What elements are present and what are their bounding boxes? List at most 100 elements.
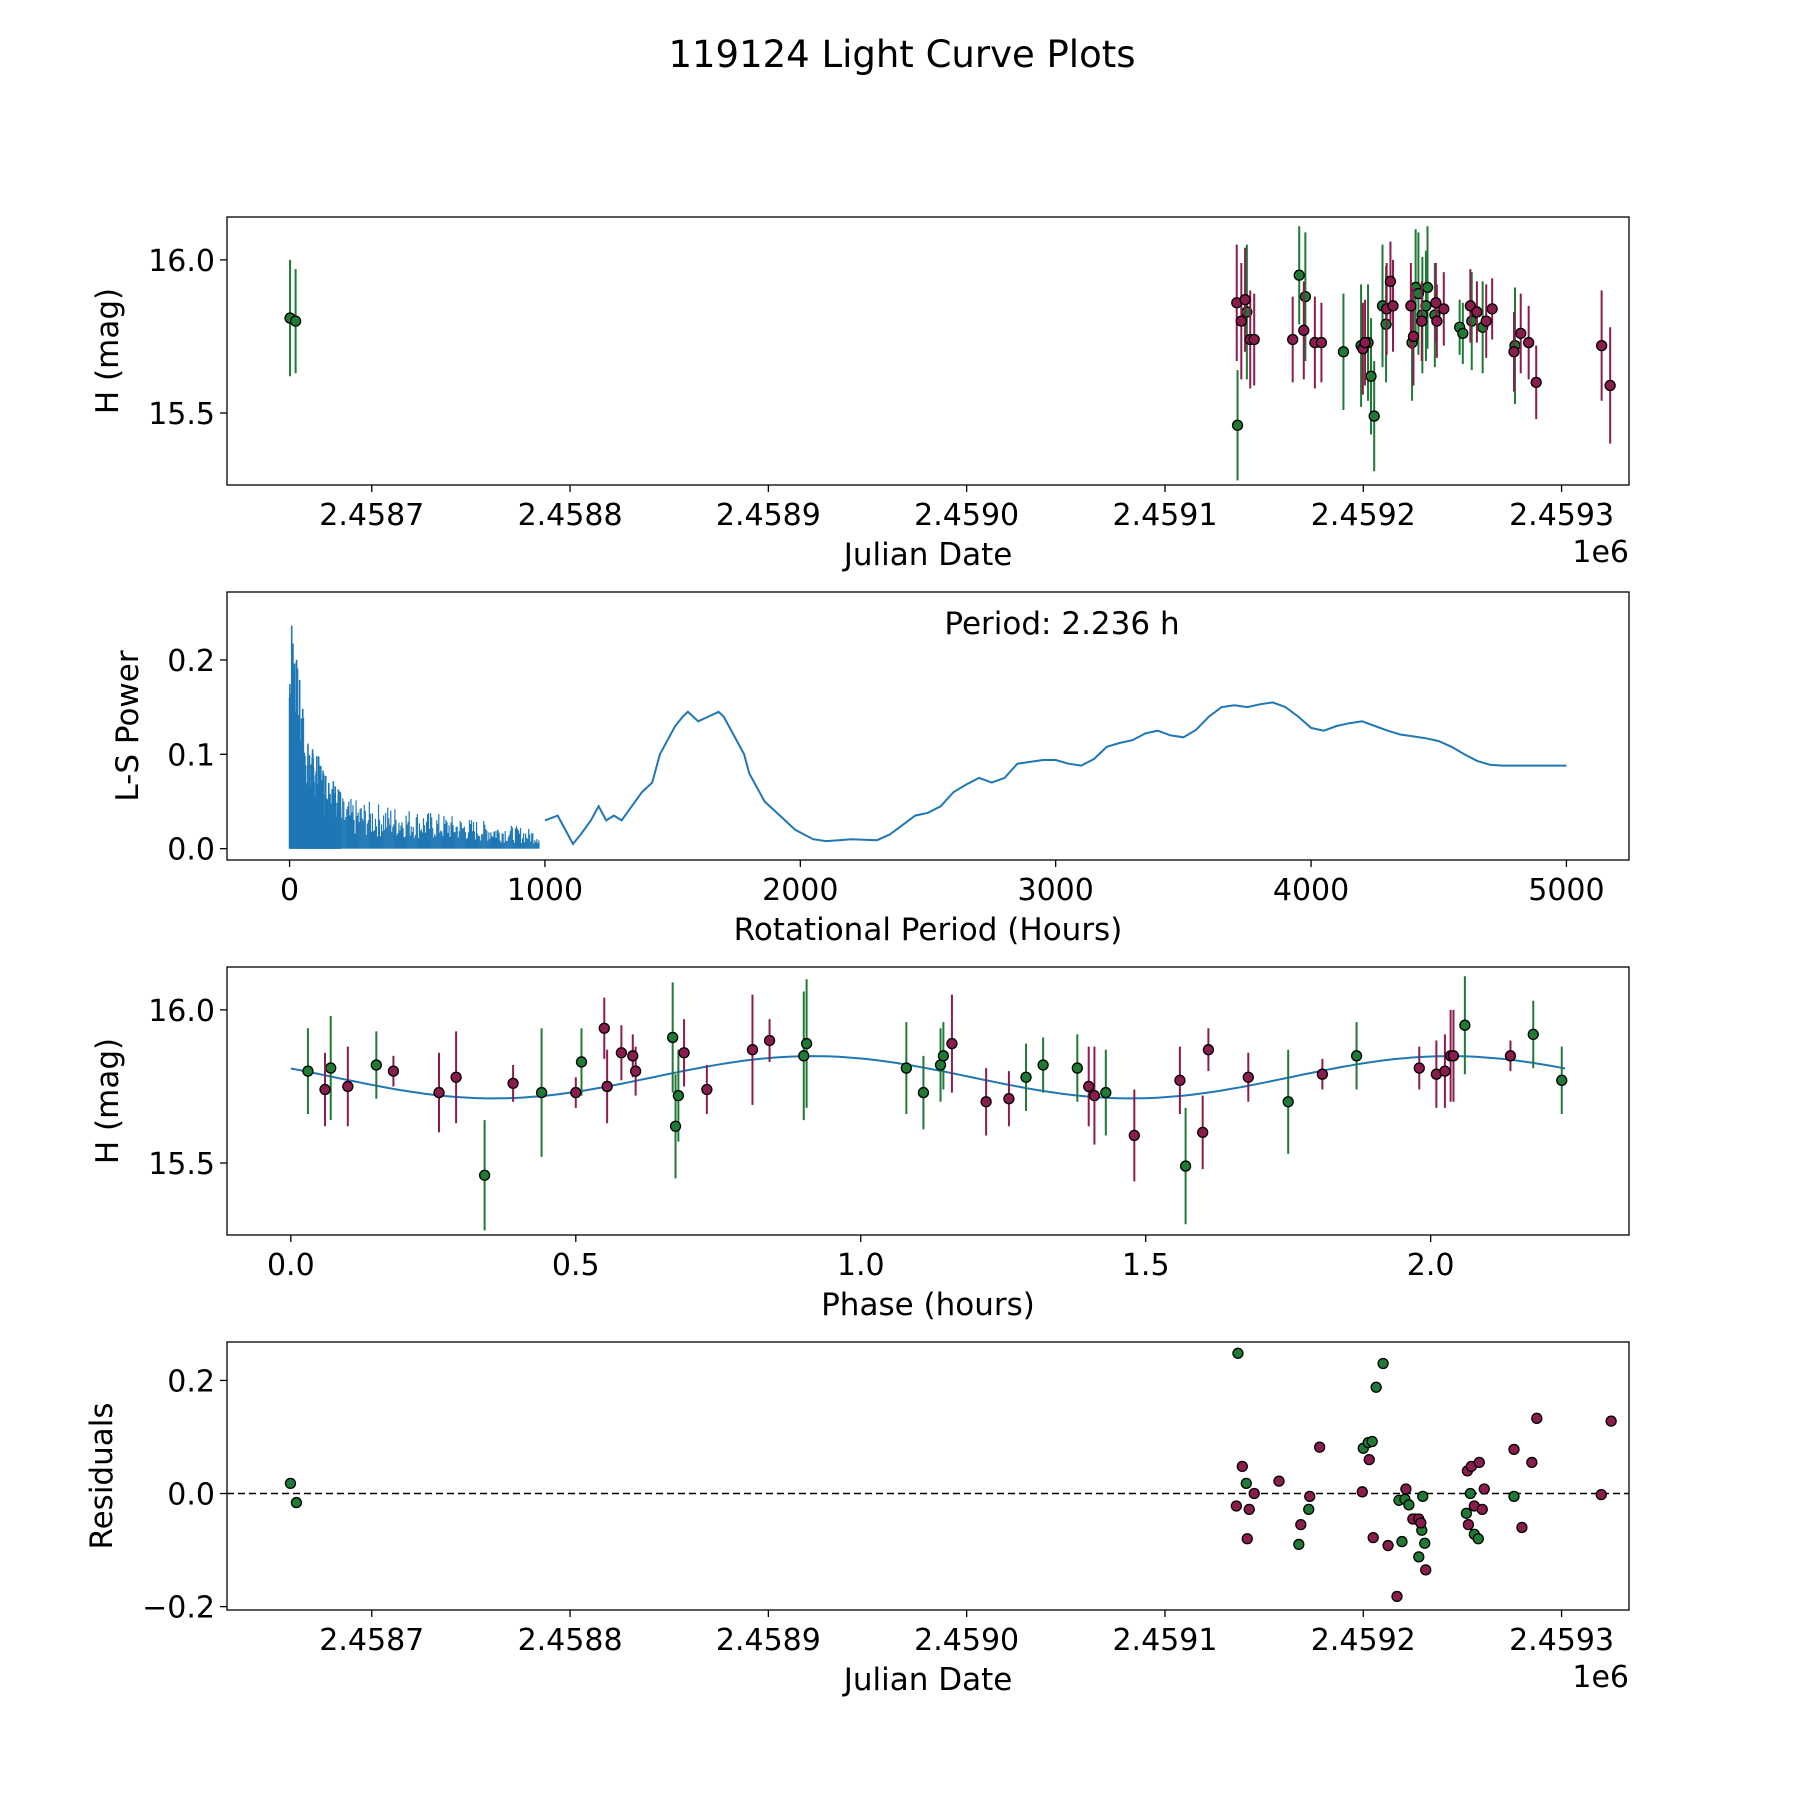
- data-point: [917, 1086, 930, 1099]
- data-point: [1604, 379, 1616, 392]
- data-point: [1508, 346, 1520, 358]
- data-point: [289, 315, 302, 327]
- x-tick-label: 4000: [1273, 873, 1349, 908]
- axes-frame: [226, 216, 1630, 486]
- data-point: [627, 1050, 639, 1062]
- data-point: [1516, 1521, 1528, 1534]
- data-point: [900, 1062, 912, 1074]
- data-point: [1466, 315, 1478, 327]
- fit-curve: [290, 1055, 1566, 1100]
- data-point: [1363, 1453, 1375, 1466]
- data-point: [1439, 1065, 1451, 1077]
- data-point: [1462, 1518, 1475, 1531]
- data-point: [1248, 333, 1260, 346]
- data-point: [1287, 333, 1299, 346]
- data-point: [1282, 1096, 1294, 1108]
- data-point: [1273, 1475, 1285, 1487]
- data-point: [1605, 1415, 1617, 1427]
- x-tick-label: 2.4589: [716, 498, 821, 533]
- data-point: [1403, 1499, 1415, 1511]
- data-point: [1508, 1490, 1520, 1503]
- data-point: [1396, 1535, 1408, 1548]
- data-point: [1295, 1518, 1307, 1531]
- data-point: [1003, 1093, 1015, 1105]
- data-point: [1407, 330, 1420, 343]
- data-point: [1400, 1483, 1412, 1495]
- series-green: [284, 1347, 1520, 1563]
- data-point: [535, 1086, 548, 1099]
- data-point: [1350, 1050, 1363, 1062]
- data-point: [1293, 269, 1305, 281]
- y-tick-label: 0.0: [167, 833, 215, 868]
- data-point: [1304, 1490, 1316, 1503]
- data-point: [1480, 315, 1492, 327]
- data-point: [1478, 1483, 1490, 1495]
- x-tick-label: 2000: [762, 873, 838, 908]
- figure-title: 119124 Light Curve Plots: [668, 33, 1135, 76]
- data-point: [1421, 281, 1434, 294]
- x-tick-label: 0.5: [552, 1248, 600, 1283]
- data-point: [575, 1056, 588, 1068]
- data-point: [1231, 419, 1244, 431]
- data-point: [1447, 1050, 1460, 1062]
- data-point: [1337, 346, 1350, 358]
- x-tick-label: 2.4591: [1112, 1623, 1217, 1658]
- data-point: [1415, 1517, 1427, 1529]
- axes-frame: [226, 966, 1630, 1236]
- y-tick-label: 0.0: [167, 1478, 215, 1513]
- data-point: [1315, 336, 1328, 349]
- data-point: [1413, 1062, 1425, 1074]
- x-tick-label: 5000: [1528, 873, 1604, 908]
- data-point: [325, 1062, 337, 1074]
- data-point: [1299, 290, 1312, 303]
- data-point: [701, 1083, 713, 1096]
- data-point: [1370, 1381, 1382, 1393]
- x-tick-label: 2.4590: [914, 1623, 1019, 1658]
- data-point: [1359, 336, 1371, 349]
- data-point: [1241, 1533, 1253, 1545]
- data-point: [669, 1120, 682, 1132]
- data-point: [1377, 1357, 1389, 1370]
- x-tick-label: 2.4587: [319, 498, 424, 533]
- data-point: [1368, 410, 1380, 422]
- data-point: [1316, 1068, 1329, 1080]
- data-point: [1527, 1028, 1539, 1041]
- data-point: [1413, 1551, 1425, 1563]
- data-point: [1230, 1500, 1243, 1512]
- y-tick-label: 16.0: [148, 244, 215, 279]
- data-point: [980, 1096, 992, 1108]
- y-axis-label: Residuals: [84, 1402, 120, 1549]
- data-point: [1248, 1487, 1260, 1500]
- data-point: [1366, 1435, 1378, 1448]
- data-point: [1365, 370, 1377, 382]
- data-point: [672, 1089, 685, 1102]
- x-tick-label: 2.4593: [1509, 1623, 1614, 1658]
- x-tick-label: 2.4590: [914, 498, 1019, 533]
- data-point: [1071, 1062, 1083, 1074]
- short-period-peaks: [288, 625, 540, 849]
- y-axis-label: H (mag): [90, 1038, 126, 1164]
- data-point: [1083, 1080, 1095, 1093]
- data-point: [746, 1044, 759, 1056]
- x-tick-label: 1.5: [1122, 1248, 1170, 1283]
- x-tick-label: 3000: [1018, 873, 1094, 908]
- x-tick-label: 2.4592: [1311, 1623, 1416, 1658]
- data-point: [763, 1034, 776, 1047]
- data-point: [290, 1496, 303, 1509]
- data-point: [1530, 376, 1542, 389]
- data-point: [507, 1077, 519, 1090]
- y-tick-label: 0.2: [167, 1364, 215, 1399]
- data-point: [1523, 336, 1535, 349]
- y-axis-label: H (mag): [90, 288, 126, 414]
- data-point: [1460, 1507, 1473, 1519]
- data-point: [370, 1059, 382, 1071]
- data-point: [1431, 315, 1443, 327]
- x-offset-label: 1e6: [1572, 535, 1629, 570]
- data-point: [1240, 1477, 1252, 1490]
- data-point: [598, 1022, 610, 1034]
- data-point: [1595, 1489, 1607, 1501]
- data-point: [319, 1083, 331, 1096]
- data-point: [1430, 297, 1442, 309]
- x-tick-label: 2.4593: [1509, 498, 1614, 533]
